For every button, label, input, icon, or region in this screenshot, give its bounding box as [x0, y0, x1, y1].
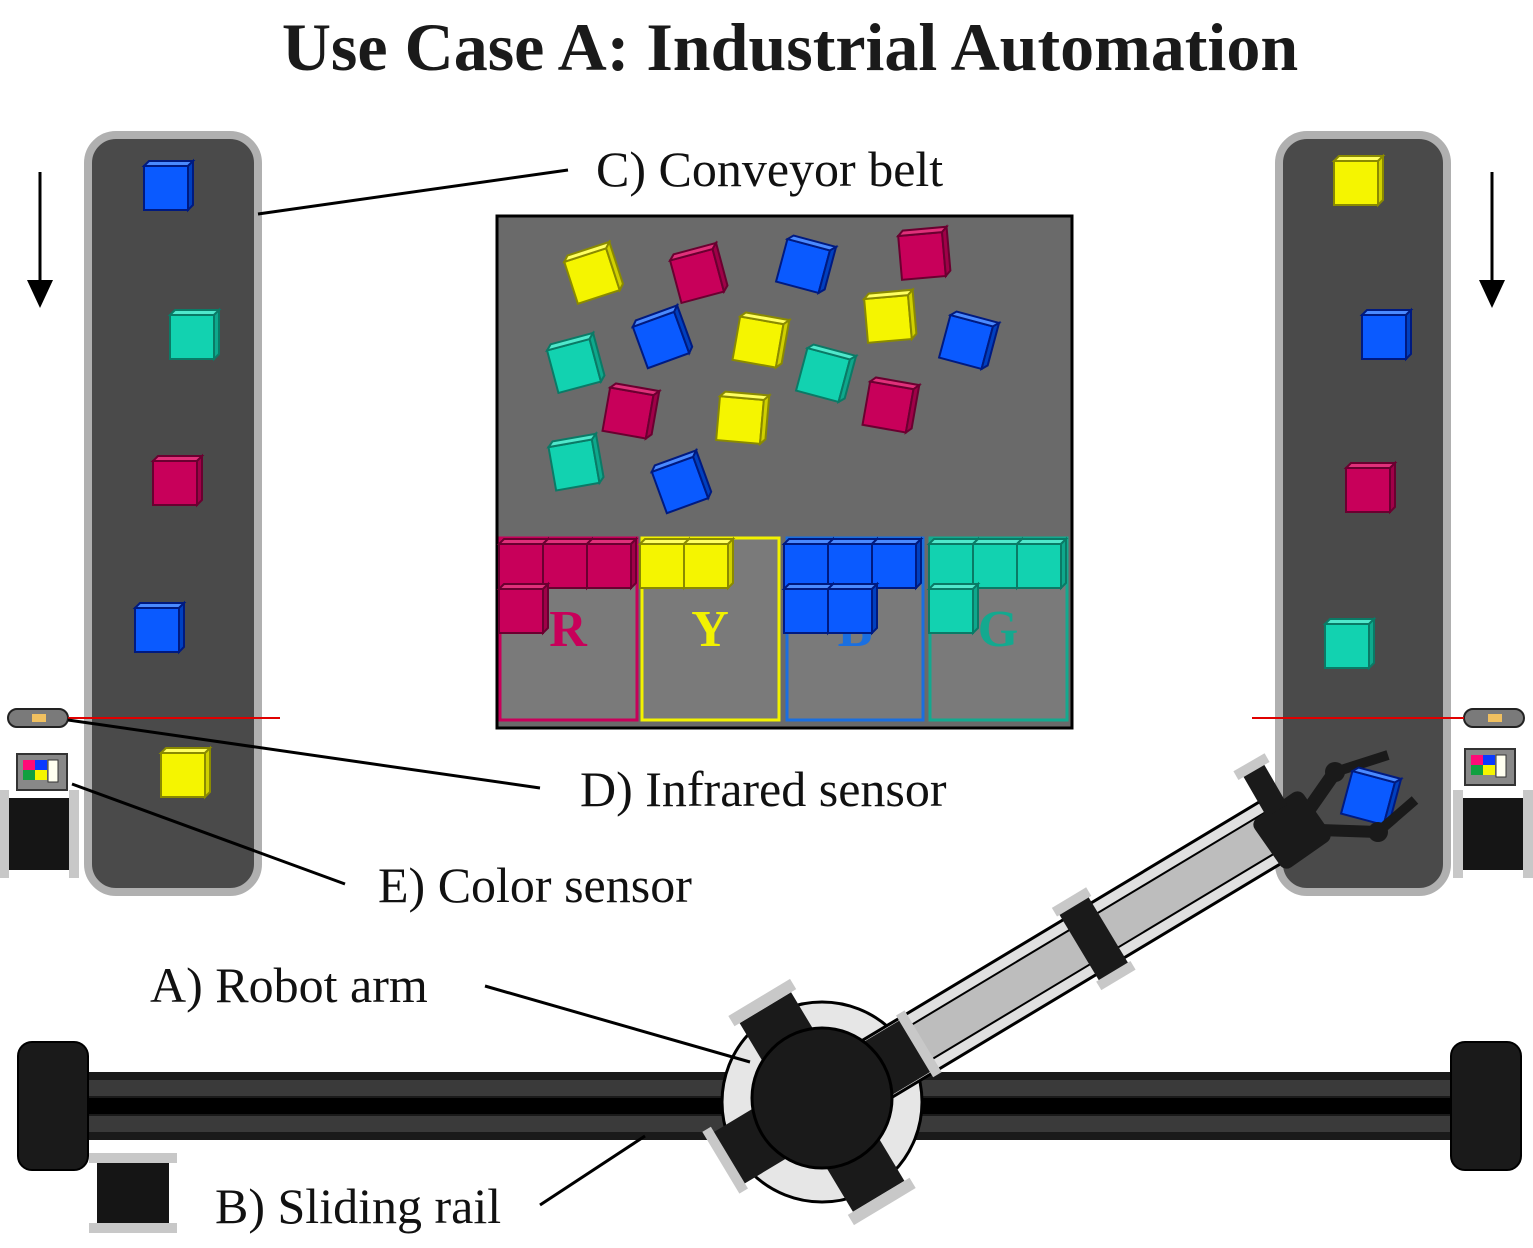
robot-arm-leader-line	[484, 984, 751, 1064]
right-infrared-sensor	[1463, 708, 1525, 728]
belt-cube	[160, 747, 211, 798]
belt-cube	[1324, 618, 1375, 669]
label-conveyor-belt: C) Conveyor belt	[596, 141, 943, 197]
rail-end-cap	[1450, 1041, 1522, 1171]
left-direction-arrow	[27, 172, 53, 308]
color-sensor-leader-line	[71, 782, 346, 886]
table-cube	[896, 225, 952, 281]
right-belt-motor	[1453, 790, 1533, 878]
label-sliding-rail: B) Sliding rail	[215, 1178, 501, 1234]
belt-cube	[143, 160, 194, 211]
belt-cube	[152, 455, 203, 506]
table-cube	[601, 381, 661, 441]
robot-arm	[702, 750, 1419, 1226]
label-robot-arm: A) Robot arm	[150, 957, 428, 1013]
bin-letter: R	[549, 601, 588, 658]
table-cube	[731, 310, 791, 370]
bin-letter: Y	[691, 601, 729, 658]
sorting-table: R Y B G	[495, 214, 1074, 730]
belt-cube	[1361, 309, 1412, 360]
table-cube	[546, 432, 606, 492]
belt-cube	[169, 309, 220, 360]
right-conveyor-belt	[1275, 131, 1451, 896]
bin-letter: G	[978, 601, 1018, 658]
left-color-sensor	[16, 753, 68, 791]
belt-cube	[134, 602, 185, 653]
rail-end-cap	[17, 1041, 89, 1171]
right-direction-arrow	[1479, 172, 1505, 308]
table-cube	[861, 375, 921, 435]
belt-cube	[1345, 462, 1396, 513]
infrared-leader-line	[67, 718, 541, 790]
table-cube	[862, 288, 918, 344]
left-belt-motor	[0, 790, 79, 878]
label-color-sensor: E) Color sensor	[378, 857, 692, 913]
diagram-title: Use Case A: Industrial Automation	[282, 9, 1298, 85]
label-infrared-sensor: D) Infrared sensor	[580, 761, 947, 817]
left-conveyor-belt	[84, 131, 262, 896]
left-infrared-sensor	[7, 708, 69, 728]
conveyor-leader-line	[257, 168, 569, 216]
table-cube	[715, 390, 771, 446]
rail-leader-line	[539, 1134, 646, 1207]
belt-cube	[1333, 155, 1384, 206]
right-color-sensor	[1464, 748, 1516, 786]
rail-motor	[89, 1153, 177, 1233]
